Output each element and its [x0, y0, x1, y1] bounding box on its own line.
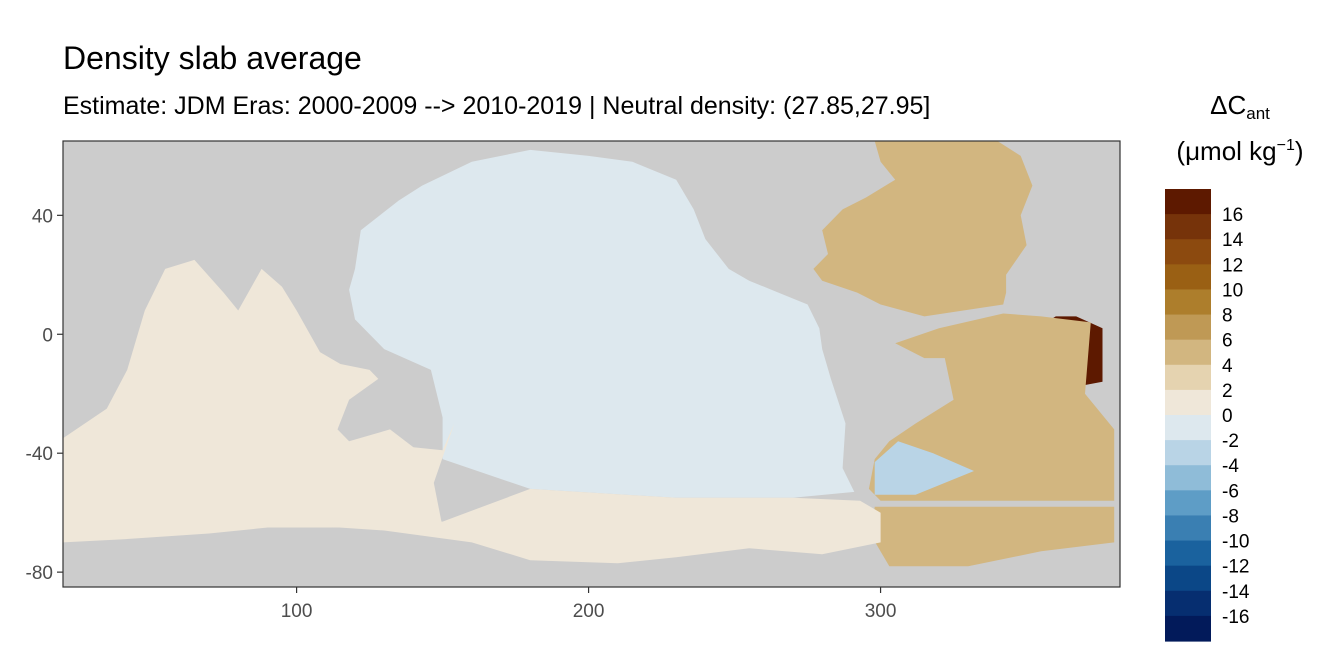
legend-swatch — [1165, 540, 1211, 567]
legend-swatch — [1165, 490, 1211, 517]
legend-label: 16 — [1222, 205, 1243, 226]
legend-title: ΔCant — [1140, 92, 1340, 122]
legend-swatch — [1165, 515, 1211, 542]
legend-swatch — [1165, 364, 1211, 391]
legend-swatch — [1165, 264, 1211, 291]
legend-label: 8 — [1222, 306, 1233, 327]
map-panel — [63, 141, 1120, 587]
x-tick-label: 100 — [281, 601, 313, 622]
y-tick-label: 0 — [42, 325, 53, 346]
legend-label: 2 — [1222, 381, 1233, 402]
legend-swatch — [1165, 314, 1211, 341]
legend-swatch — [1165, 465, 1211, 491]
legend-swatch — [1165, 214, 1211, 240]
legend-label: -16 — [1222, 607, 1249, 628]
legend-label: -8 — [1222, 506, 1239, 527]
x-tick-label: 300 — [865, 601, 897, 622]
legend-swatch — [1165, 440, 1211, 466]
x-tick-label: 200 — [573, 601, 605, 622]
legend-label: -6 — [1222, 481, 1239, 502]
x-axis: 100 200 300 — [281, 587, 897, 622]
chart-subtitle: Estimate: JDM Eras: 2000-2009 --> 2010-2… — [63, 92, 931, 120]
y-tick-label: 40 — [32, 206, 53, 227]
legend-units-post: ) — [1294, 136, 1304, 166]
legend-swatch — [1165, 615, 1211, 642]
legend-swatch — [1165, 239, 1211, 265]
legend-swatch — [1165, 339, 1211, 366]
region-southern-ocean-atlantic-sector — [871, 506, 1115, 567]
legend-title-subscript: ant — [1246, 104, 1270, 123]
region-pacific-ocean — [349, 149, 855, 498]
legend-label: 10 — [1222, 280, 1243, 301]
panel-border — [62, 140, 1121, 588]
region-indian-ocean — [63, 259, 455, 528]
y-tick-label: -80 — [26, 563, 53, 584]
legend-label: -12 — [1222, 557, 1249, 578]
legend-swatch — [1165, 565, 1211, 592]
legend-label: 12 — [1222, 255, 1243, 276]
legend-units-superscript: −1 — [1276, 137, 1295, 154]
legend-units-pre: (μmol kg — [1176, 136, 1277, 166]
legend-label: -14 — [1222, 582, 1250, 603]
region-north-atlantic — [813, 141, 1033, 317]
legend-label: -10 — [1222, 532, 1249, 553]
legend-swatch — [1165, 289, 1211, 316]
legend-swatch — [1165, 389, 1211, 416]
legend-title-main: ΔC — [1210, 90, 1247, 120]
region-argentine-basin — [874, 441, 974, 495]
region-southern-ocean-indo-pacific-sector — [63, 488, 881, 564]
chart-title: Density slab average — [63, 40, 362, 76]
color-legend: 16 14 12 10 8 6 4 2 0 -2 -4 -6 -8 -10 -12 -14 -16 — [1165, 189, 1250, 642]
legend-label: 14 — [1222, 230, 1244, 251]
legend-label: -2 — [1222, 431, 1239, 452]
legend-label: 6 — [1222, 331, 1233, 352]
y-tick-label: -40 — [26, 444, 53, 465]
legend-swatch — [1165, 189, 1211, 215]
legend-units: (μmol kg−1) — [1140, 136, 1340, 166]
legend-label: -4 — [1222, 456, 1239, 477]
legend-swatch — [1165, 590, 1211, 617]
legend-label: 0 — [1222, 406, 1233, 427]
legend-label: 4 — [1222, 356, 1233, 377]
legend-swatch — [1165, 415, 1211, 441]
y-axis: 40 0 -40 -80 — [26, 206, 63, 584]
